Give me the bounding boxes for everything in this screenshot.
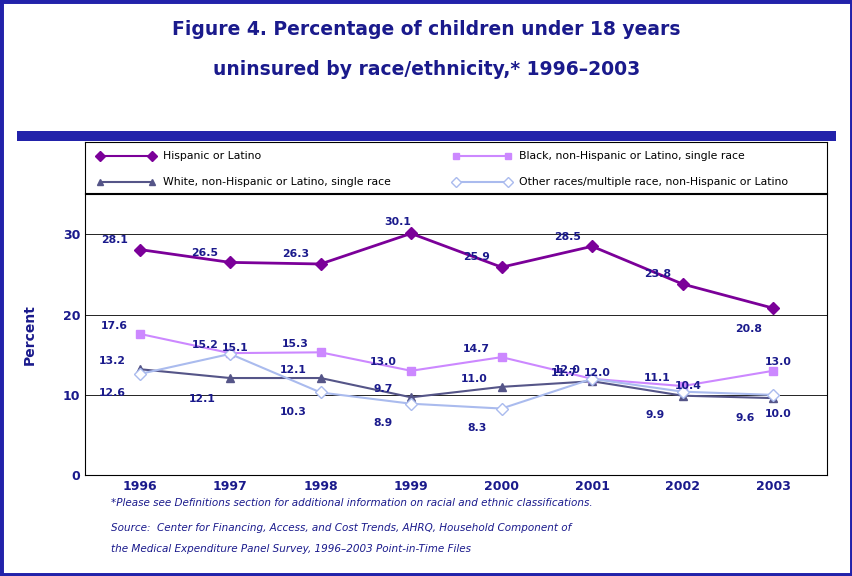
Text: 11.7: 11.7 — [550, 368, 577, 378]
Text: uninsured by race/ethnicity,* 1996–2003: uninsured by race/ethnicity,* 1996–2003 — [213, 60, 639, 79]
Line: Other races/multiple race, non-Hispanic or Latino: Other races/multiple race, non-Hispanic … — [135, 350, 776, 413]
Text: 23.8: 23.8 — [643, 270, 671, 279]
Other races/multiple race, non-Hispanic or Latino — [135, 370, 145, 377]
Black, non-Hispanic or Latino, single race — [315, 349, 325, 356]
Hispanic or Latino — [676, 281, 687, 287]
Text: 10.3: 10.3 — [279, 407, 306, 417]
White, non-Hispanic or Latino, single race — [767, 395, 777, 401]
Black, non-Hispanic or Latino, single race — [496, 354, 506, 361]
Text: Figure 4. Percentage of children under 18 years: Figure 4. Percentage of children under 1… — [172, 20, 680, 39]
Black, non-Hispanic or Latino, single race — [767, 367, 777, 374]
Text: 14.7: 14.7 — [463, 344, 490, 354]
Text: 17.6: 17.6 — [101, 320, 128, 331]
Text: 11.1: 11.1 — [643, 373, 671, 382]
Text: 20.8: 20.8 — [734, 324, 761, 334]
Text: 12.1: 12.1 — [279, 365, 306, 375]
Text: 13.0: 13.0 — [370, 358, 396, 367]
Other races/multiple race, non-Hispanic or Latino — [767, 392, 777, 399]
Text: 12.1: 12.1 — [188, 394, 216, 404]
Text: 30.1: 30.1 — [383, 217, 410, 228]
Text: 10.4: 10.4 — [674, 381, 701, 391]
Hispanic or Latino — [406, 230, 416, 237]
Hispanic or Latino — [496, 264, 506, 271]
Text: 11.0: 11.0 — [460, 373, 486, 384]
Text: Other races/multiple race, non-Hispanic or Latino: Other races/multiple race, non-Hispanic … — [519, 177, 787, 187]
Other races/multiple race, non-Hispanic or Latino — [586, 376, 596, 382]
Text: the Medical Expenditure Panel Survey, 1996–2003 Point-in-Time Files: the Medical Expenditure Panel Survey, 19… — [111, 544, 470, 554]
Other races/multiple race, non-Hispanic or Latino — [225, 350, 235, 357]
Hispanic or Latino — [315, 260, 325, 267]
Text: 15.3: 15.3 — [282, 339, 308, 349]
Text: 12.6: 12.6 — [98, 388, 125, 399]
White, non-Hispanic or Latino, single race — [225, 374, 235, 381]
Black, non-Hispanic or Latino, single race — [135, 331, 145, 338]
Text: 9.9: 9.9 — [644, 410, 664, 420]
Hispanic or Latino — [767, 305, 777, 312]
Other races/multiple race, non-Hispanic or Latino — [496, 405, 506, 412]
Text: *Please see Definitions section for additional information on racial and ethnic : *Please see Definitions section for addi… — [111, 498, 592, 508]
White, non-Hispanic or Latino, single race — [676, 392, 687, 399]
Text: 8.9: 8.9 — [373, 418, 393, 428]
Line: Hispanic or Latino: Hispanic or Latino — [135, 229, 776, 312]
Text: Hispanic or Latino: Hispanic or Latino — [163, 151, 262, 161]
Text: 12.0: 12.0 — [584, 368, 610, 378]
Text: 26.5: 26.5 — [192, 248, 218, 257]
Line: Black, non-Hispanic or Latino, single race: Black, non-Hispanic or Latino, single ra… — [135, 329, 776, 390]
White, non-Hispanic or Latino, single race — [496, 384, 506, 391]
Y-axis label: Percent: Percent — [23, 304, 37, 365]
Text: 15.2: 15.2 — [192, 340, 218, 350]
Text: 10.0: 10.0 — [764, 410, 792, 419]
Black, non-Hispanic or Latino, single race — [586, 376, 596, 382]
Text: 15.1: 15.1 — [222, 343, 249, 353]
Text: 13.2: 13.2 — [98, 356, 125, 366]
Other races/multiple race, non-Hispanic or Latino — [676, 388, 687, 395]
Text: 25.9: 25.9 — [463, 252, 489, 263]
White, non-Hispanic or Latino, single race — [406, 394, 416, 401]
Other races/multiple race, non-Hispanic or Latino — [406, 400, 416, 407]
Other races/multiple race, non-Hispanic or Latino — [315, 389, 325, 396]
Text: 13.0: 13.0 — [764, 358, 792, 367]
Hispanic or Latino — [586, 243, 596, 250]
Text: 28.1: 28.1 — [101, 235, 128, 245]
Text: White, non-Hispanic or Latino, single race: White, non-Hispanic or Latino, single ra… — [163, 177, 390, 187]
Text: Black, non-Hispanic or Latino, single race: Black, non-Hispanic or Latino, single ra… — [519, 151, 745, 161]
Black, non-Hispanic or Latino, single race — [406, 367, 416, 374]
Text: 9.6: 9.6 — [734, 412, 754, 423]
Text: 8.3: 8.3 — [466, 423, 486, 433]
Text: 9.7: 9.7 — [373, 384, 393, 394]
Text: Source:  Center for Financing, Access, and Cost Trends, AHRQ, Household Componen: Source: Center for Financing, Access, an… — [111, 523, 571, 533]
Black, non-Hispanic or Latino, single race — [225, 350, 235, 357]
Black, non-Hispanic or Latino, single race — [676, 382, 687, 389]
Hispanic or Latino — [135, 246, 145, 253]
Text: 26.3: 26.3 — [282, 249, 308, 259]
Text: 28.5: 28.5 — [553, 232, 580, 241]
Hispanic or Latino — [225, 259, 235, 266]
White, non-Hispanic or Latino, single race — [586, 378, 596, 385]
White, non-Hispanic or Latino, single race — [315, 374, 325, 381]
Line: White, non-Hispanic or Latino, single race: White, non-Hispanic or Latino, single ra… — [135, 365, 776, 402]
Text: 12.0: 12.0 — [553, 366, 580, 376]
White, non-Hispanic or Latino, single race — [135, 366, 145, 373]
